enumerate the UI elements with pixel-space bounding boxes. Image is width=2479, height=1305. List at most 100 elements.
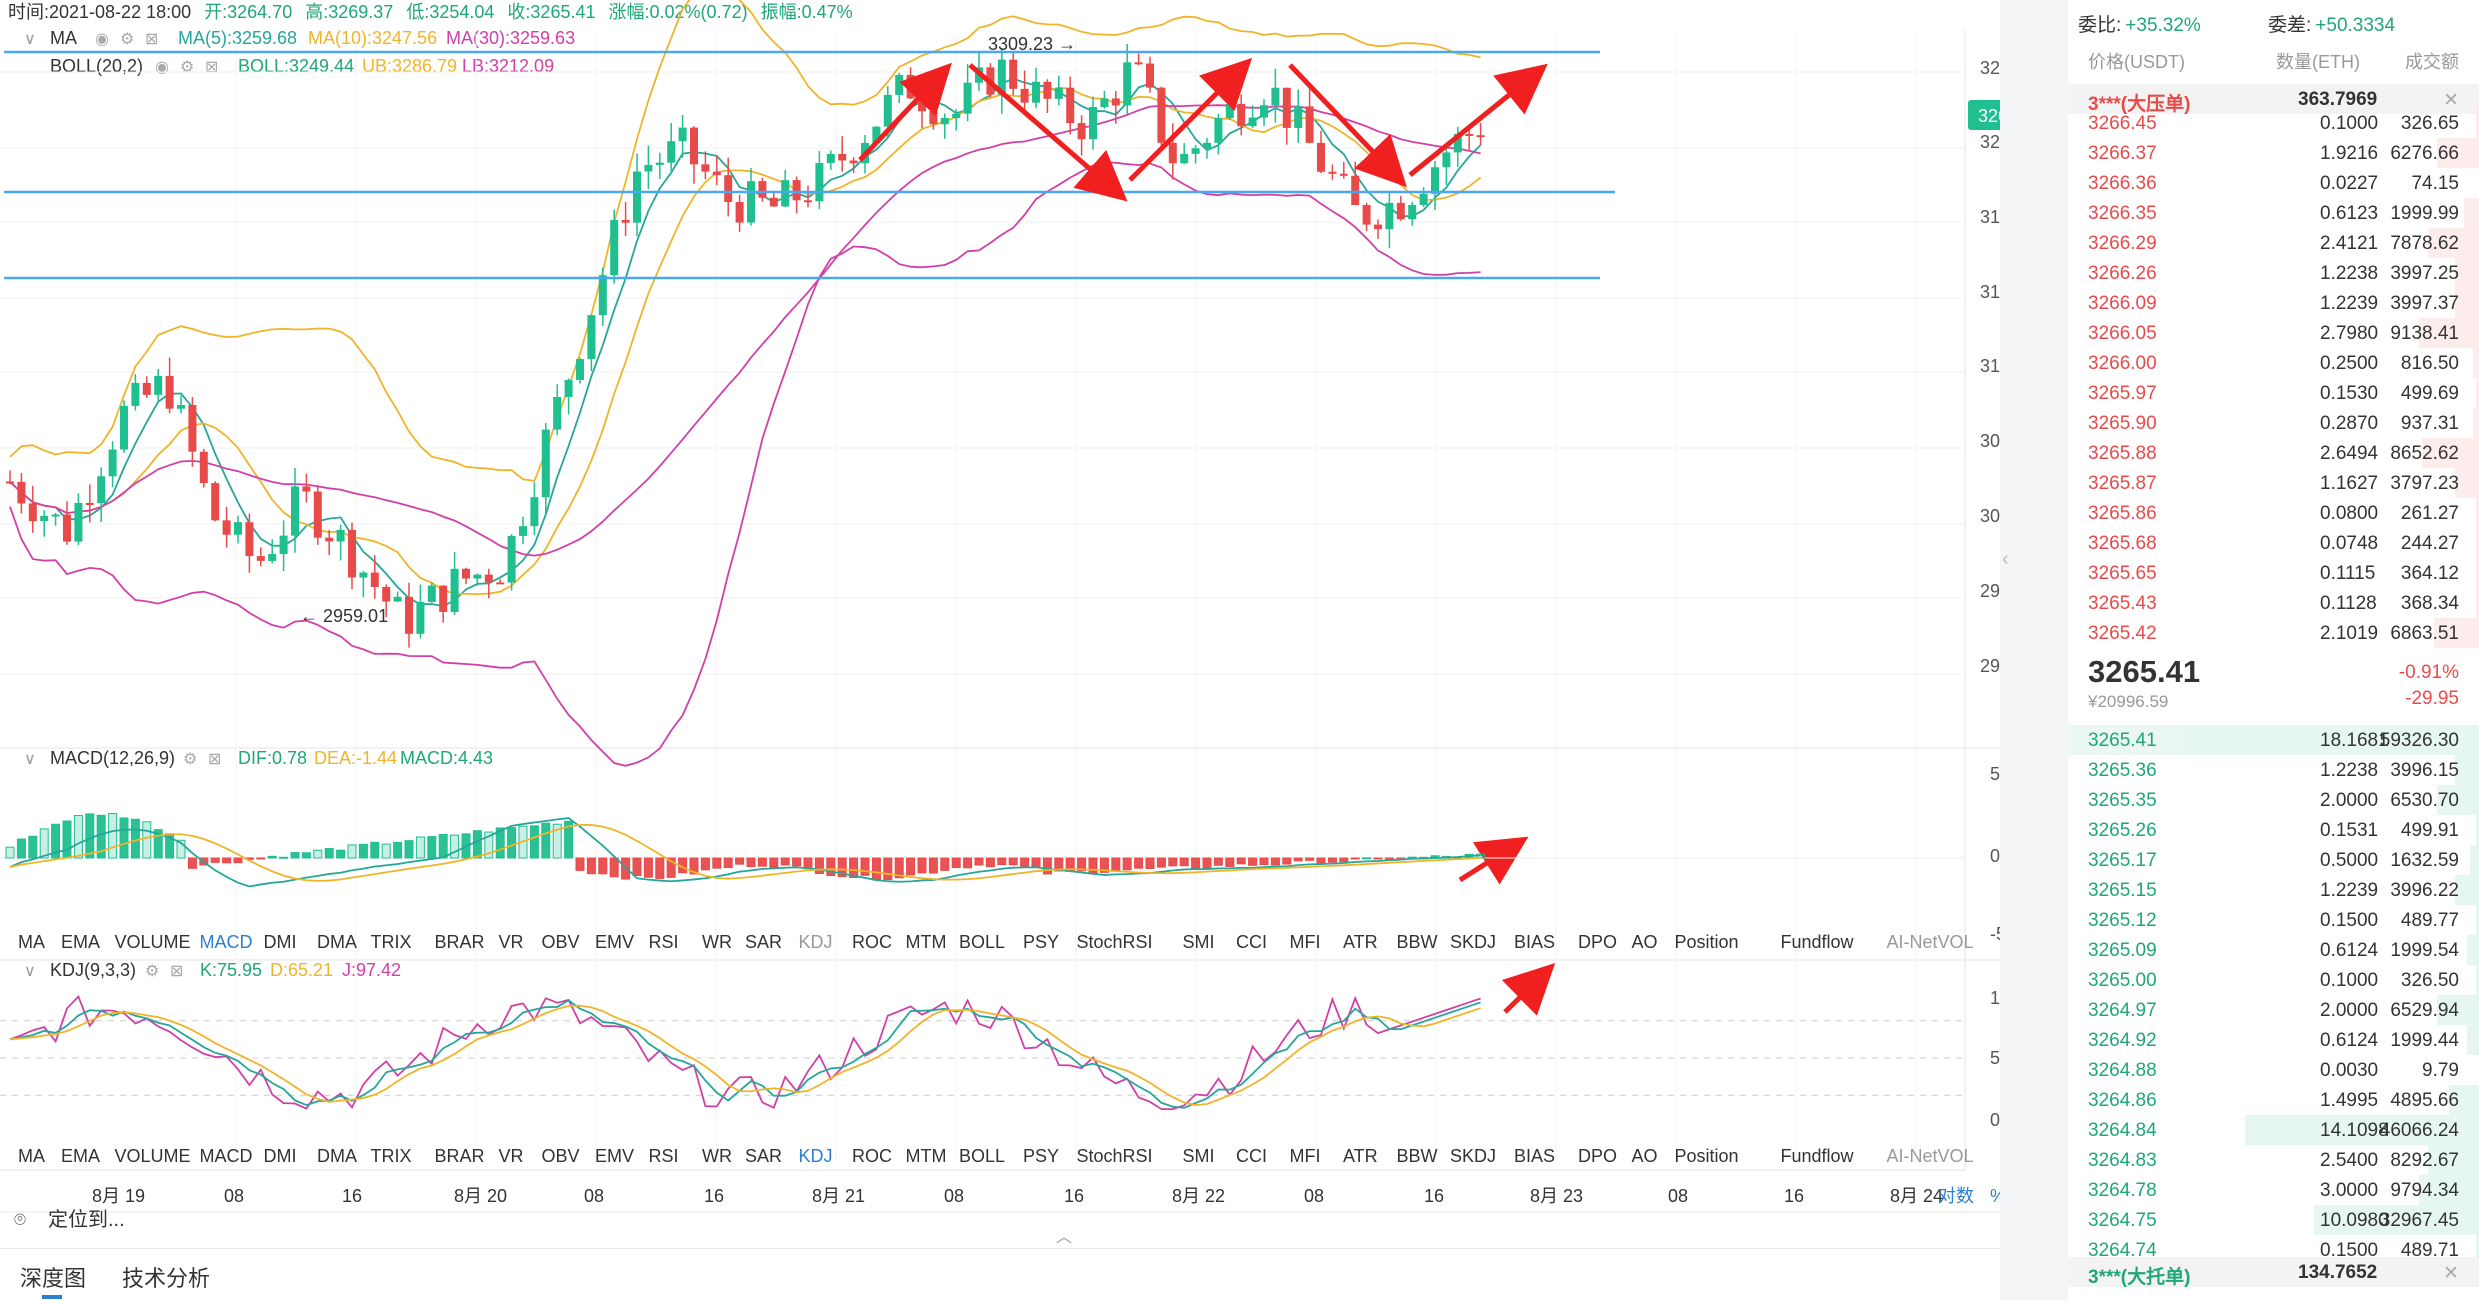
collapse-left-icon[interactable]: ‹ xyxy=(2002,548,2009,570)
tab-technical[interactable]: 技术分析 xyxy=(122,1266,211,1291)
indicator-tab[interactable]: Position xyxy=(1675,932,1739,952)
indicator-tab[interactable]: MTM xyxy=(906,932,947,952)
ask-row[interactable]: 3266.09 1.2239 3997.37 xyxy=(2068,288,2479,318)
ask-row[interactable]: 3265.42 2.1019 6863.51 xyxy=(2068,618,2479,648)
indicator-tabs-bottom[interactable]: MA EMA VOLUME MACD DMI DMA TRIX BRAR VR OBV EMV RSI… xyxy=(18,1146,2120,1166)
ask-row[interactable]: 3266.26 1.2238 3997.25 xyxy=(2068,258,2479,288)
ask-row[interactable]: 3265.86 0.0800 261.27 xyxy=(2068,498,2479,528)
ma-legend[interactable]: ∨ MA ◉ ⚙ ⊠ MA(5):3259.68 MA(10):3247.56 … xyxy=(24,28,575,48)
indicator-tab[interactable]: Position xyxy=(1675,1146,1739,1166)
close-icon[interactable]: ⊠ xyxy=(205,59,218,76)
close-icon[interactable]: ✕ xyxy=(2443,1263,2459,1284)
bid-row[interactable]: 3264.84 14.1098 46066.24 xyxy=(2068,1115,2479,1145)
ask-row[interactable]: 3265.90 0.2870 937.31 xyxy=(2068,408,2479,438)
close-icon[interactable]: ⊠ xyxy=(170,963,183,980)
price-levels[interactable] xyxy=(4,50,1615,280)
indicator-tab[interactable]: StochRSI xyxy=(1077,1146,1153,1166)
indicator-tab[interactable]: ATR xyxy=(1343,932,1378,952)
close-icon[interactable]: ⊠ xyxy=(208,751,221,768)
percent-scale-button[interactable]: % xyxy=(1990,1186,2006,1206)
kdj-legend[interactable]: ∨ KDJ(9,3,3) ⚙ ⊠ K:75.95 D:65.21 J:97.42 xyxy=(24,960,401,980)
ask-row[interactable]: 3265.97 0.1530 499.69 xyxy=(2068,378,2479,408)
gear-icon[interactable]: ⚙ xyxy=(120,31,134,48)
bid-row[interactable]: 3265.35 2.0000 6530.70 xyxy=(2068,785,2479,815)
indicator-tab[interactable]: MACD xyxy=(200,1146,253,1166)
indicator-tab[interactable]: AI-NetVOL xyxy=(1887,932,1974,952)
bid-row[interactable]: 3265.41 18.1681 59326.30 xyxy=(2068,725,2479,755)
bid-row[interactable]: 3264.74 0.1500 489.71 xyxy=(2068,1235,2479,1265)
ask-row[interactable]: 3265.43 0.1128 368.34 xyxy=(2068,588,2479,618)
bid-row[interactable]: 3265.17 0.5000 1632.59 xyxy=(2068,845,2479,875)
indicator-tab[interactable]: VOLUME xyxy=(115,1146,191,1166)
indicator-tab[interactable]: DPO xyxy=(1578,932,1617,952)
ask-row[interactable]: 3266.36 0.0227 74.15 xyxy=(2068,168,2479,198)
ask-row[interactable]: 3266.05 2.7980 9138.41 xyxy=(2068,318,2479,348)
indicator-tab[interactable]: ATR xyxy=(1343,1146,1378,1166)
indicator-tab[interactable]: MA xyxy=(18,932,45,952)
ask-row[interactable]: 3265.87 1.1627 3797.23 xyxy=(2068,468,2479,498)
indicator-tab[interactable]: PSY xyxy=(1023,932,1059,952)
trend-arrows[interactable] xyxy=(858,57,1556,1016)
indicator-tab[interactable]: OBV xyxy=(542,932,580,952)
indicator-tab[interactable]: SAR xyxy=(745,1146,782,1166)
indicator-tab[interactable]: ROC xyxy=(852,932,892,952)
eye-icon[interactable]: ◉ xyxy=(95,31,109,48)
indicator-tab[interactable]: EMA xyxy=(61,932,100,952)
big-bid-row[interactable]: 3***(大托单) 134.7652 ✕ xyxy=(2068,1257,2479,1288)
indicator-tab[interactable]: MTM xyxy=(906,1146,947,1166)
indicator-tab[interactable]: RSI xyxy=(649,1146,679,1166)
indicator-tab[interactable]: CCI xyxy=(1236,932,1267,952)
ask-row[interactable]: 3265.65 0.1115 364.12 xyxy=(2068,558,2479,588)
indicator-tab[interactable]: KDJ xyxy=(799,1146,833,1166)
indicator-tab[interactable]: MFI xyxy=(1290,932,1321,952)
indicator-tab[interactable]: DMI xyxy=(264,932,297,952)
collapse-icon[interactable]: ∨ xyxy=(24,751,36,768)
chart-area[interactable]: 时间:2021-08-22 18:00 开:3264.70 高:3269.37 … xyxy=(0,0,2120,1300)
ask-row[interactable]: 3266.45 0.1000 326.65 xyxy=(2068,108,2479,138)
indicator-tab[interactable]: ROC xyxy=(852,1146,892,1166)
bid-row[interactable]: 3265.26 0.1531 499.91 xyxy=(2068,815,2479,845)
indicator-tab[interactable]: TRIX xyxy=(371,932,412,952)
kline-chart[interactable]: 时间:2021-08-22 18:00 开:3264.70 高:3269.37 … xyxy=(0,0,2120,1300)
indicator-tab[interactable]: EMV xyxy=(595,1146,634,1166)
indicator-tab[interactable]: WR xyxy=(702,932,732,952)
bid-row[interactable]: 3264.86 1.4995 4895.66 xyxy=(2068,1085,2479,1115)
indicator-tab[interactable]: VR xyxy=(499,1146,524,1166)
log-scale-button[interactable]: 对数 xyxy=(1938,1186,1974,1206)
indicator-tab[interactable]: SMI xyxy=(1183,1146,1215,1166)
close-icon[interactable]: ⊠ xyxy=(145,31,158,48)
eye-icon[interactable]: ◉ xyxy=(155,59,169,76)
gear-icon[interactable]: ⚙ xyxy=(183,751,197,768)
big-ask-row[interactable]: 3***(大压单) 363.7969 ✕ xyxy=(2068,84,2479,115)
ask-row[interactable]: 3266.29 2.4121 7878.62 xyxy=(2068,228,2479,258)
indicator-tab[interactable]: BRAR xyxy=(435,932,485,952)
bid-row[interactable]: 3264.78 3.0000 9794.34 xyxy=(2068,1175,2479,1205)
bid-row[interactable]: 3264.97 2.0000 6529.94 xyxy=(2068,995,2479,1025)
gear-icon[interactable]: ⚙ xyxy=(180,59,194,76)
indicator-tab[interactable]: MACD xyxy=(200,932,253,952)
indicator-tab[interactable]: EMV xyxy=(595,932,634,952)
locate-button[interactable]: 定位到... xyxy=(48,1208,125,1231)
indicator-tab[interactable]: MA xyxy=(18,1146,45,1166)
indicator-tab[interactable]: AO xyxy=(1632,932,1658,952)
indicator-tab[interactable]: Fundflow xyxy=(1781,1146,1855,1166)
boll-legend[interactable]: BOLL(20,2) ◉ ⚙ ⊠ BOLL:3249.44 UB:3286.79… xyxy=(50,56,554,76)
indicator-tab[interactable]: Fundflow xyxy=(1781,932,1855,952)
indicator-tab[interactable]: CCI xyxy=(1236,1146,1267,1166)
tab-depth[interactable]: 深度图 xyxy=(20,1266,87,1291)
indicator-tab[interactable]: BOLL xyxy=(959,932,1005,952)
indicator-tab[interactable]: SKDJ xyxy=(1450,1146,1496,1166)
indicator-tab[interactable]: DPO xyxy=(1578,1146,1617,1166)
indicator-tab[interactable]: StochRSI xyxy=(1077,932,1153,952)
bottom-tabs[interactable]: 深度图 技术分析 xyxy=(0,1248,2000,1301)
indicator-tab[interactable]: RSI xyxy=(649,932,679,952)
ask-row[interactable]: 3266.35 0.6123 1999.99 xyxy=(2068,198,2479,228)
bid-row[interactable]: 3265.15 1.2239 3996.22 xyxy=(2068,875,2479,905)
bid-row[interactable]: 3265.12 0.1500 489.77 xyxy=(2068,905,2479,935)
bid-row[interactable]: 3265.00 0.1000 326.50 xyxy=(2068,965,2479,995)
indicator-tab[interactable]: BOLL xyxy=(959,1146,1005,1166)
time-axis[interactable]: 8月 19 08 16 8月 20 08 16 8月 21 08 16 8月 22 08 16 8月 2… xyxy=(92,1186,1943,1206)
indicator-tab[interactable]: BRAR xyxy=(435,1146,485,1166)
indicator-tab[interactable]: OBV xyxy=(542,1146,580,1166)
indicator-tab[interactable]: SMI xyxy=(1183,932,1215,952)
